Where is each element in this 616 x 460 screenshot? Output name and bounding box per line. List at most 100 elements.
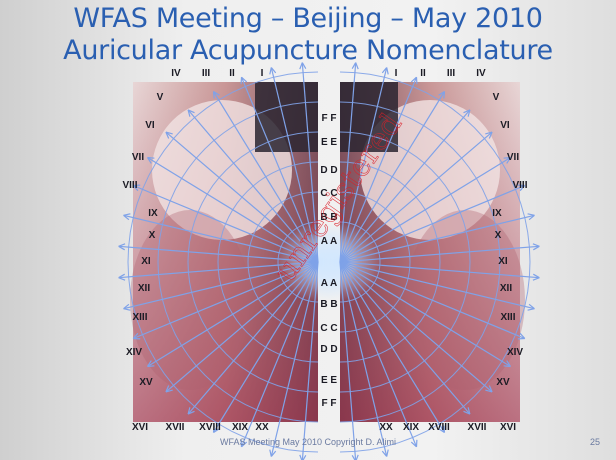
spoke-arrowhead — [503, 156, 512, 164]
sector-label: IV — [171, 68, 181, 79]
ring-arc — [339, 131, 471, 393]
spoke-arrowhead — [299, 62, 307, 70]
sector-label: XIX — [403, 422, 419, 433]
sector-label: III — [202, 68, 211, 79]
right-ear-image — [340, 82, 525, 422]
sector-spoke — [123, 261, 319, 310]
sector-spoke — [339, 261, 540, 279]
spoke-arrowhead — [517, 184, 526, 192]
ring-label-top: E E — [321, 137, 337, 148]
spoke-arrowhead — [132, 184, 141, 192]
spoke-arrowhead — [463, 407, 471, 415]
sector-spoke — [301, 261, 319, 460]
sector-label: XIV — [126, 347, 142, 358]
sector-spoke — [212, 91, 319, 263]
ring-arc — [277, 221, 319, 303]
spoke-arrowhead — [269, 449, 277, 457]
sector-label: VIII — [122, 180, 137, 191]
sector-label: II — [229, 68, 235, 79]
ring-arc — [187, 131, 319, 393]
sector-spoke — [165, 131, 319, 263]
page-number: 25 — [590, 437, 601, 447]
sector-label: VII — [132, 152, 144, 163]
spoke-arrowhead — [269, 67, 277, 75]
spoke-arrowhead — [146, 360, 155, 368]
sector-label: V — [493, 92, 500, 103]
spoke-arrowhead — [299, 454, 307, 460]
spoke-arrowhead — [527, 303, 535, 311]
sector-label: XIX — [232, 422, 248, 433]
sector-label: XV — [496, 377, 510, 388]
sector-spoke — [132, 184, 319, 263]
ring-label-bottom: D D — [320, 344, 337, 355]
sector-spoke — [123, 214, 319, 263]
spoke-arrowhead — [118, 243, 126, 251]
ring-label-bottom: A A — [321, 278, 337, 289]
sector-spoke — [339, 261, 471, 415]
sector-label: XI — [141, 256, 151, 267]
spoke-arrowhead — [532, 243, 540, 251]
ring-arc — [339, 161, 441, 363]
sector-spoke — [339, 261, 357, 460]
spoke-arrowhead — [381, 67, 389, 75]
sector-label: IX — [148, 208, 158, 219]
left-ring-grid — [118, 62, 319, 460]
ring-arc — [247, 191, 319, 333]
spoke-arrowhead — [485, 131, 493, 139]
sector-label: X — [495, 230, 502, 241]
ring-label-top: A A — [321, 236, 337, 247]
sector-spoke — [339, 62, 357, 263]
ring-arc — [127, 71, 319, 453]
sector-spoke — [339, 261, 388, 457]
ring-label-top: C C — [320, 188, 337, 199]
sector-label: IV — [476, 68, 486, 79]
sector-spoke — [339, 109, 471, 263]
sector-label: XVI — [500, 422, 516, 433]
sector-spoke — [301, 62, 319, 263]
spoke-arrowhead — [146, 156, 155, 164]
ring-arc — [339, 221, 381, 303]
sector-spoke — [339, 184, 526, 263]
sector-spoke — [339, 261, 535, 310]
slide-title-line-1: WFAS Meeting – Beijing – May 2010 — [73, 3, 543, 34]
sector-label: XVII — [166, 422, 185, 433]
sector-spoke — [339, 261, 418, 448]
sector-spoke — [339, 245, 540, 263]
ring-arc — [157, 101, 319, 423]
sector-spoke — [339, 91, 446, 263]
sector-spoke — [240, 261, 319, 448]
sector-label: XII — [138, 283, 150, 294]
spoke-arrowhead — [410, 439, 418, 448]
ring-labels-column: F F E E D D C C B B A A A A B B C C D D E E F F — [320, 113, 337, 409]
sector-label: XIV — [507, 347, 523, 358]
sector-label: XX — [255, 422, 269, 433]
spoke-arrowhead — [438, 90, 446, 99]
ring-arc — [339, 71, 531, 453]
spoke-arrowhead — [503, 360, 512, 368]
sector-label: X — [149, 230, 156, 241]
sector-spoke — [339, 76, 418, 263]
sector-label: XVIII — [428, 422, 450, 433]
sector-spoke — [212, 261, 319, 433]
sector-label: III — [447, 68, 456, 79]
sector-label: VIII — [512, 180, 527, 191]
spoke-arrowhead — [410, 76, 418, 85]
spoke-arrowhead — [527, 213, 535, 221]
sector-label: II — [420, 68, 426, 79]
sector-spoke — [187, 109, 319, 263]
spoke-arrowhead — [240, 439, 248, 448]
spoke-arrowhead — [187, 407, 195, 415]
spoke-arrowhead — [485, 385, 493, 393]
spoke-arrowhead — [165, 131, 173, 139]
spoke-arrowhead — [381, 449, 389, 457]
sector-spoke — [270, 261, 319, 457]
right-sector-labels: I II III IVVVIVIIVIIIIXXXIXIIXIIIXIVXVXVIXV… — [379, 68, 527, 433]
ring-label-bottom: F F — [322, 398, 337, 409]
spoke-arrowhead — [132, 332, 141, 340]
spoke-arrowhead — [351, 62, 359, 70]
ring-arc — [217, 161, 319, 363]
sector-spoke — [339, 156, 511, 263]
spoke-arrowhead — [212, 425, 220, 434]
slide-title-line-2: Auricular Acupuncture Nomenclature — [63, 35, 553, 66]
